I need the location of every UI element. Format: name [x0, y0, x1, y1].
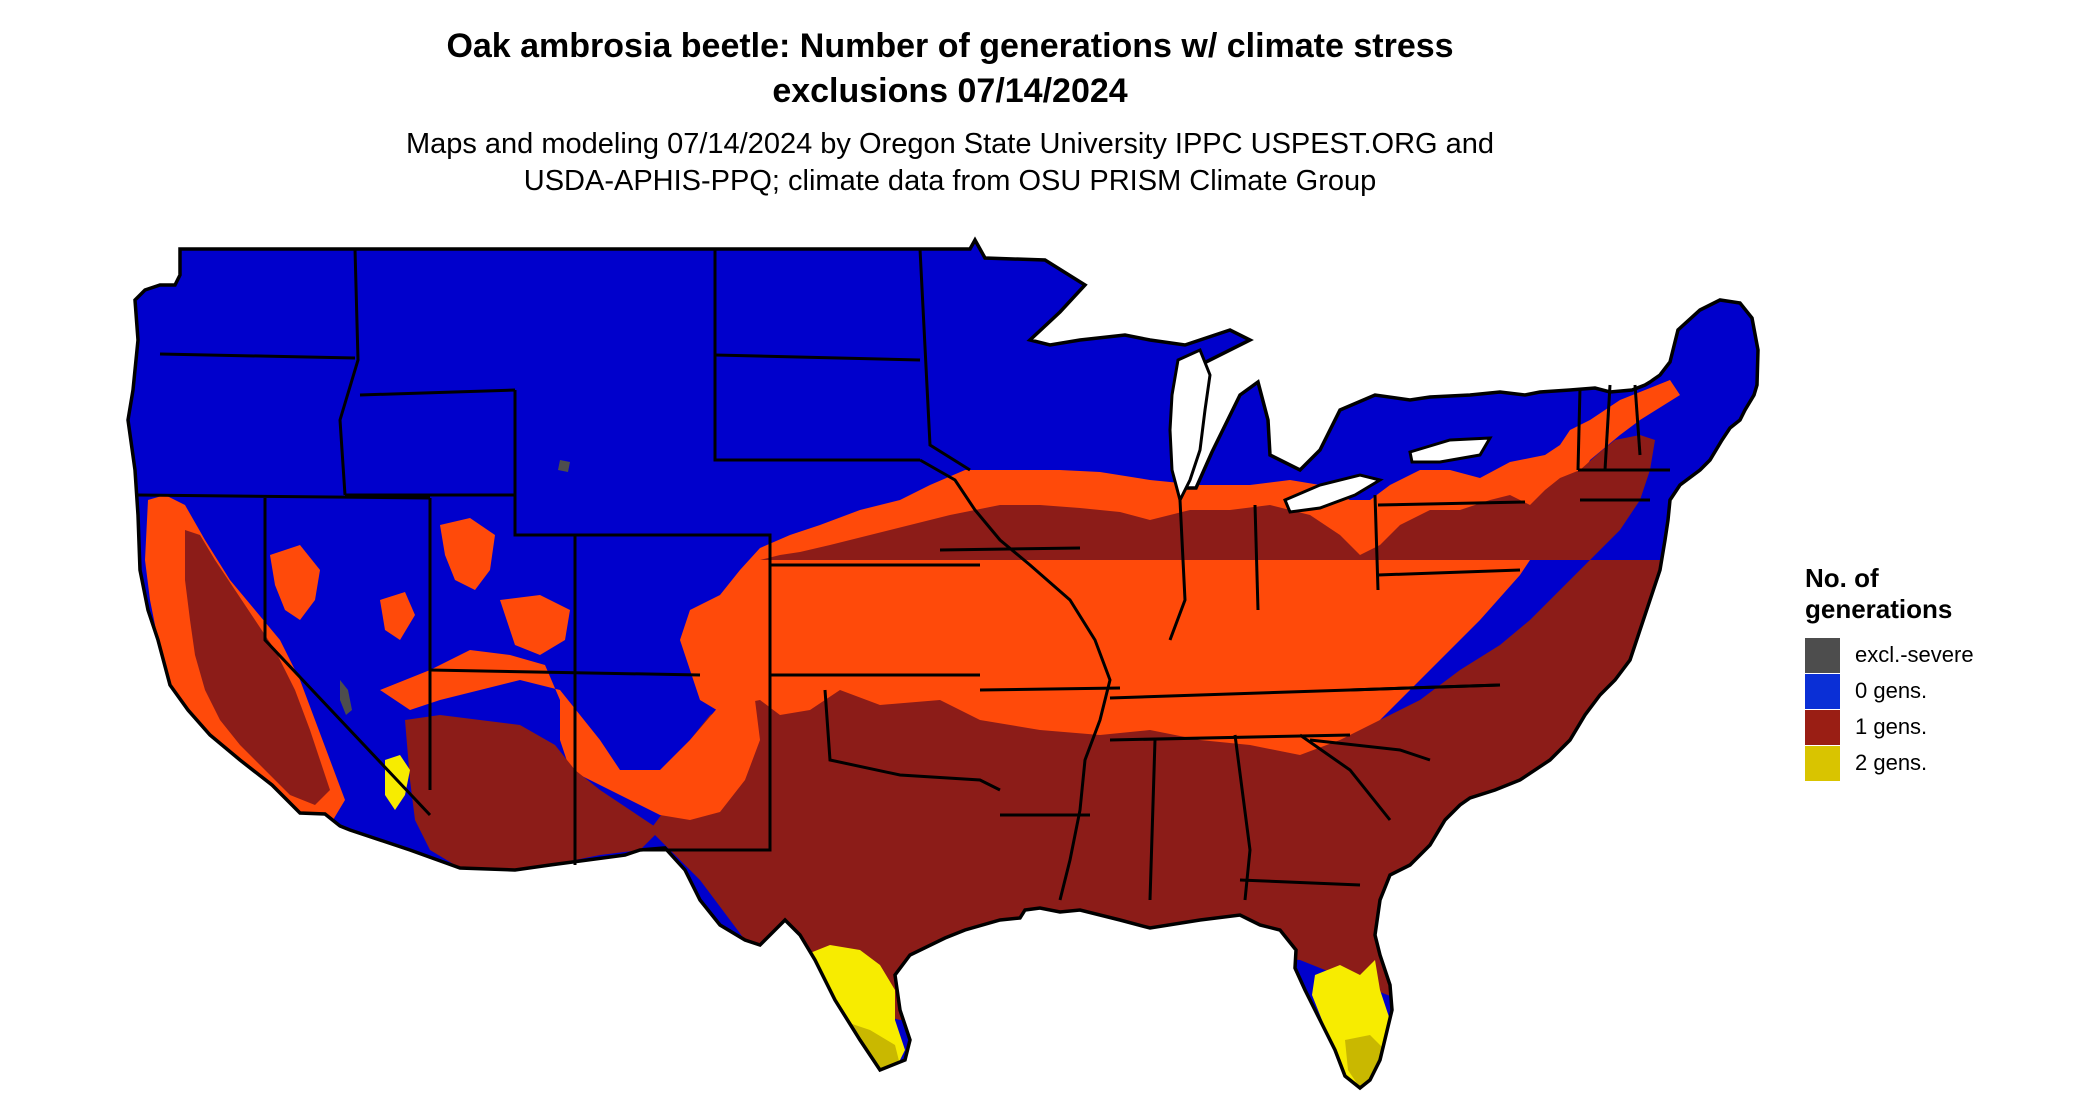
- state-border-il-in: [1168, 499, 1187, 641]
- legend-item-1-gens: 1 gens.: [1805, 709, 2065, 745]
- state-border-nc-sc: [1309, 738, 1431, 762]
- state-border-al-ga: [1233, 734, 1252, 901]
- state-border-nv-ca: [263, 498, 432, 817]
- state-border-oh-pa: [1373, 494, 1380, 591]
- state-border-ny-vt: [1576, 387, 1582, 471]
- state-border-dakotas: [714, 353, 921, 362]
- great-basin-partial-gen-2: [440, 518, 495, 590]
- state-border-tn-south: [1109, 733, 1351, 742]
- state-border-ok-tx: [823, 689, 1001, 792]
- southwest-partial-gen: [380, 650, 760, 820]
- state-border-nd-sd: [713, 249, 920, 462]
- legend-title-line-2: generations: [1805, 594, 1953, 624]
- state-boundaries: [137, 248, 1670, 901]
- state-border-ut-az: [429, 668, 701, 677]
- great-basin-partial-gen-1: [270, 545, 320, 620]
- california-one-gen: [185, 530, 330, 805]
- legend-swatch: [1805, 673, 1840, 709]
- lake-erie: [1283, 473, 1384, 514]
- state-border-va-nc: [1349, 683, 1501, 692]
- partial-gen-band: [680, 380, 1680, 765]
- map-subtitle-line-2: USDA-APHIS-PPQ; climate data from OSU PR…: [523, 165, 1377, 197]
- state-border-mo-ar: [979, 686, 1121, 692]
- state-border-id-mt: [338, 248, 360, 496]
- excl-severe-patch-1: [340, 680, 352, 715]
- lake-ontario: [1408, 436, 1493, 464]
- legend-swatch: [1805, 637, 1840, 673]
- excl-severe-patch-2: [558, 460, 570, 472]
- state-border-or-ca-nv: [137, 493, 431, 500]
- legend: No. of generations excl.-severe 0 gens. …: [1805, 563, 2065, 781]
- state-border-pa-md: [1377, 568, 1521, 577]
- state-border-mt-wy: [359, 388, 516, 397]
- legend-swatch: [1805, 709, 1840, 745]
- legend-label: 1 gens.: [1855, 714, 1928, 739]
- map-title-line-2: exclusions 07/14/2024: [772, 72, 1128, 110]
- map-land: [126, 238, 1760, 1090]
- lake-michigan: [1168, 347, 1212, 505]
- map-title-line-1: Oak ambrosia beetle: Number of generatio…: [446, 27, 1454, 65]
- legend-label: excl.-severe: [1855, 642, 1974, 667]
- state-border-nm-tx: [640, 675, 772, 852]
- map-subtitle-line-1: Maps and modeling 07/14/2024 by Oregon S…: [405, 128, 1495, 160]
- state-border-wa-or: [159, 352, 356, 360]
- state-border-pa-ny: [1377, 500, 1526, 507]
- legend-item-2-gens: 2 gens.: [1805, 745, 2065, 781]
- state-border-vt-nh: [1603, 384, 1612, 471]
- state-border-co-nm: [575, 533, 772, 675]
- state-border-ga-sc: [1299, 733, 1392, 821]
- legend-item-excl-severe: excl.-severe: [1805, 637, 2065, 673]
- legend-swatch: [1805, 745, 1840, 781]
- state-border-mn-wi: [918, 248, 971, 472]
- map-title: Oak ambrosia beetle: Number of generatio…: [330, 24, 1570, 114]
- state-border-nh-me: [1633, 384, 1642, 456]
- legend-title: No. of generations: [1805, 563, 2065, 625]
- legend-label: 2 gens.: [1855, 750, 1928, 775]
- legend-label: 0 gens.: [1855, 678, 1928, 703]
- state-border-in-oh: [1253, 504, 1260, 611]
- map-subtitle: Maps and modeling 07/14/2024 by Oregon S…: [330, 126, 1570, 200]
- great-basin-partial-gen-3: [500, 595, 570, 655]
- state-border-ga-fl: [1239, 878, 1361, 887]
- state-border-ms-al: [1148, 739, 1157, 901]
- state-border-wy-co: [513, 390, 577, 665]
- great-basin-partial-gen-4: [380, 592, 415, 640]
- arizona-one-gen: [405, 715, 660, 870]
- legend-title-line-1: No. of: [1805, 563, 1879, 593]
- state-border-miss-river: [919, 458, 1112, 901]
- legend-item-0-gens: 0 gens.: [1805, 673, 2065, 709]
